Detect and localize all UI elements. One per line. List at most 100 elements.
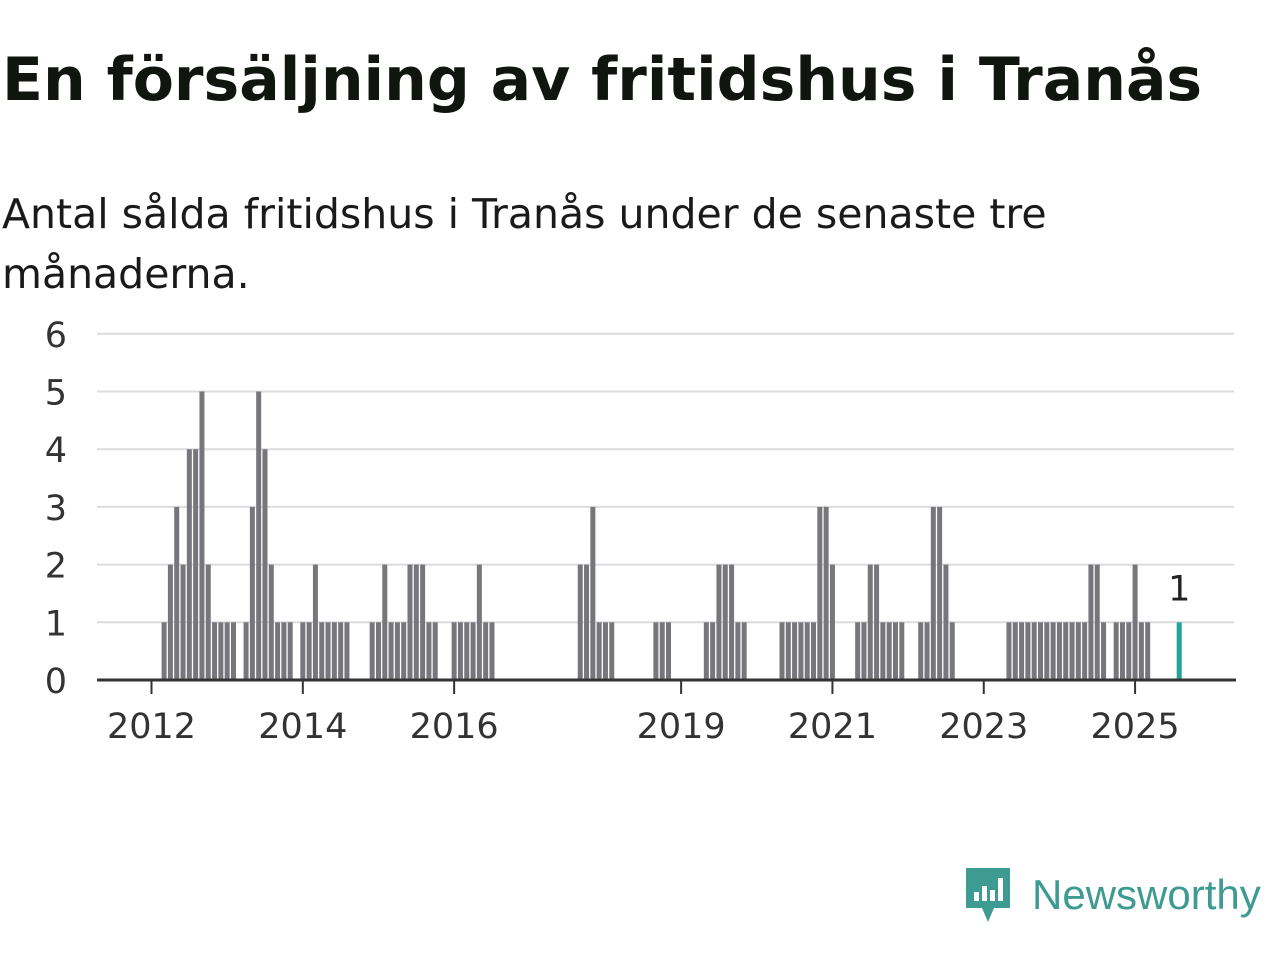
bar [949, 622, 955, 680]
bar [161, 622, 167, 680]
bar [1063, 622, 1069, 680]
bar [186, 449, 192, 680]
bar [1138, 622, 1144, 680]
y-tick-label: 1 [45, 604, 67, 644]
bar [899, 622, 905, 680]
bar [735, 622, 741, 680]
bar [817, 506, 823, 680]
bar [243, 622, 249, 680]
bar [1126, 622, 1132, 680]
bar [1025, 622, 1031, 680]
bar [1088, 564, 1094, 680]
bar [470, 622, 476, 680]
bar [230, 622, 236, 680]
bar [892, 622, 898, 680]
bar [338, 622, 344, 680]
bar [325, 622, 331, 680]
bar [584, 564, 590, 680]
bar [344, 622, 350, 680]
bar [867, 564, 873, 680]
bar [855, 622, 861, 680]
bar [729, 564, 735, 680]
bar [300, 622, 306, 680]
brand-name: Newsworthy [1032, 871, 1261, 918]
y-tick-label: 3 [45, 489, 67, 529]
bar [722, 564, 728, 680]
newsworthy-logo-icon [966, 868, 1010, 922]
bar [710, 622, 716, 680]
bar [281, 622, 287, 680]
bar [319, 622, 325, 680]
bar [218, 622, 224, 680]
x-tick-label: 2021 [788, 707, 877, 747]
bar [451, 622, 457, 680]
bar [1132, 564, 1138, 680]
bar [312, 564, 318, 680]
y-tick-label: 2 [45, 547, 67, 587]
bar [432, 622, 438, 680]
x-tick-label: 2023 [939, 707, 1028, 747]
bar [1094, 564, 1100, 680]
bar [275, 622, 281, 680]
bar [1119, 622, 1125, 680]
bar-value-label: 1 [1168, 569, 1190, 609]
bar [861, 622, 867, 680]
bar [1056, 622, 1062, 680]
bar [779, 622, 785, 680]
chart-title: En försäljning av fritidshus i Tranås [2, 45, 1203, 115]
bar [1050, 622, 1056, 680]
y-tick-label: 6 [45, 316, 67, 356]
bar [1012, 622, 1018, 680]
bar [703, 622, 709, 680]
bar [369, 622, 375, 680]
bar [918, 622, 924, 680]
bar [1082, 622, 1088, 680]
bar [741, 622, 747, 680]
bar [464, 622, 470, 680]
bar [1176, 622, 1182, 680]
bar [716, 564, 722, 680]
y-tick-label: 4 [45, 431, 67, 471]
y-tick-label: 5 [45, 374, 67, 414]
bar [331, 622, 337, 680]
y-tick-label: 0 [45, 662, 67, 702]
bar [1038, 622, 1044, 680]
bar [659, 622, 665, 680]
bar [596, 622, 602, 680]
bar [1031, 622, 1037, 680]
bar [256, 391, 262, 680]
gridlines [97, 332, 1234, 624]
bar [382, 564, 388, 680]
bar [1075, 622, 1081, 680]
bar [811, 622, 817, 680]
bar [943, 564, 949, 680]
bar [489, 622, 495, 680]
bar [653, 622, 659, 680]
bar [224, 622, 230, 680]
bar [1101, 622, 1107, 680]
x-tick-label: 2025 [1091, 707, 1180, 747]
bar [609, 622, 615, 680]
bar [205, 564, 211, 680]
x-tick-label: 2016 [410, 707, 499, 747]
bar [199, 391, 205, 680]
bar [476, 564, 482, 680]
bar [401, 622, 407, 680]
bar [306, 622, 312, 680]
bar [193, 449, 199, 680]
bar [457, 622, 463, 680]
x-tick-label: 2019 [637, 707, 726, 747]
bar [1044, 622, 1050, 680]
bar [413, 564, 419, 680]
bar [1019, 622, 1025, 680]
bar [1113, 622, 1119, 680]
chart-subtitle: Antal sålda fritidshus i Tranås under de… [2, 190, 1047, 298]
bar [804, 622, 810, 680]
y-axis-ticks: 0 1 2 3 4 5 6 [45, 316, 67, 702]
bar [829, 564, 835, 680]
bar [880, 622, 886, 680]
bar [874, 564, 880, 680]
bar [268, 564, 274, 680]
bar [937, 506, 943, 680]
bar [1069, 622, 1075, 680]
